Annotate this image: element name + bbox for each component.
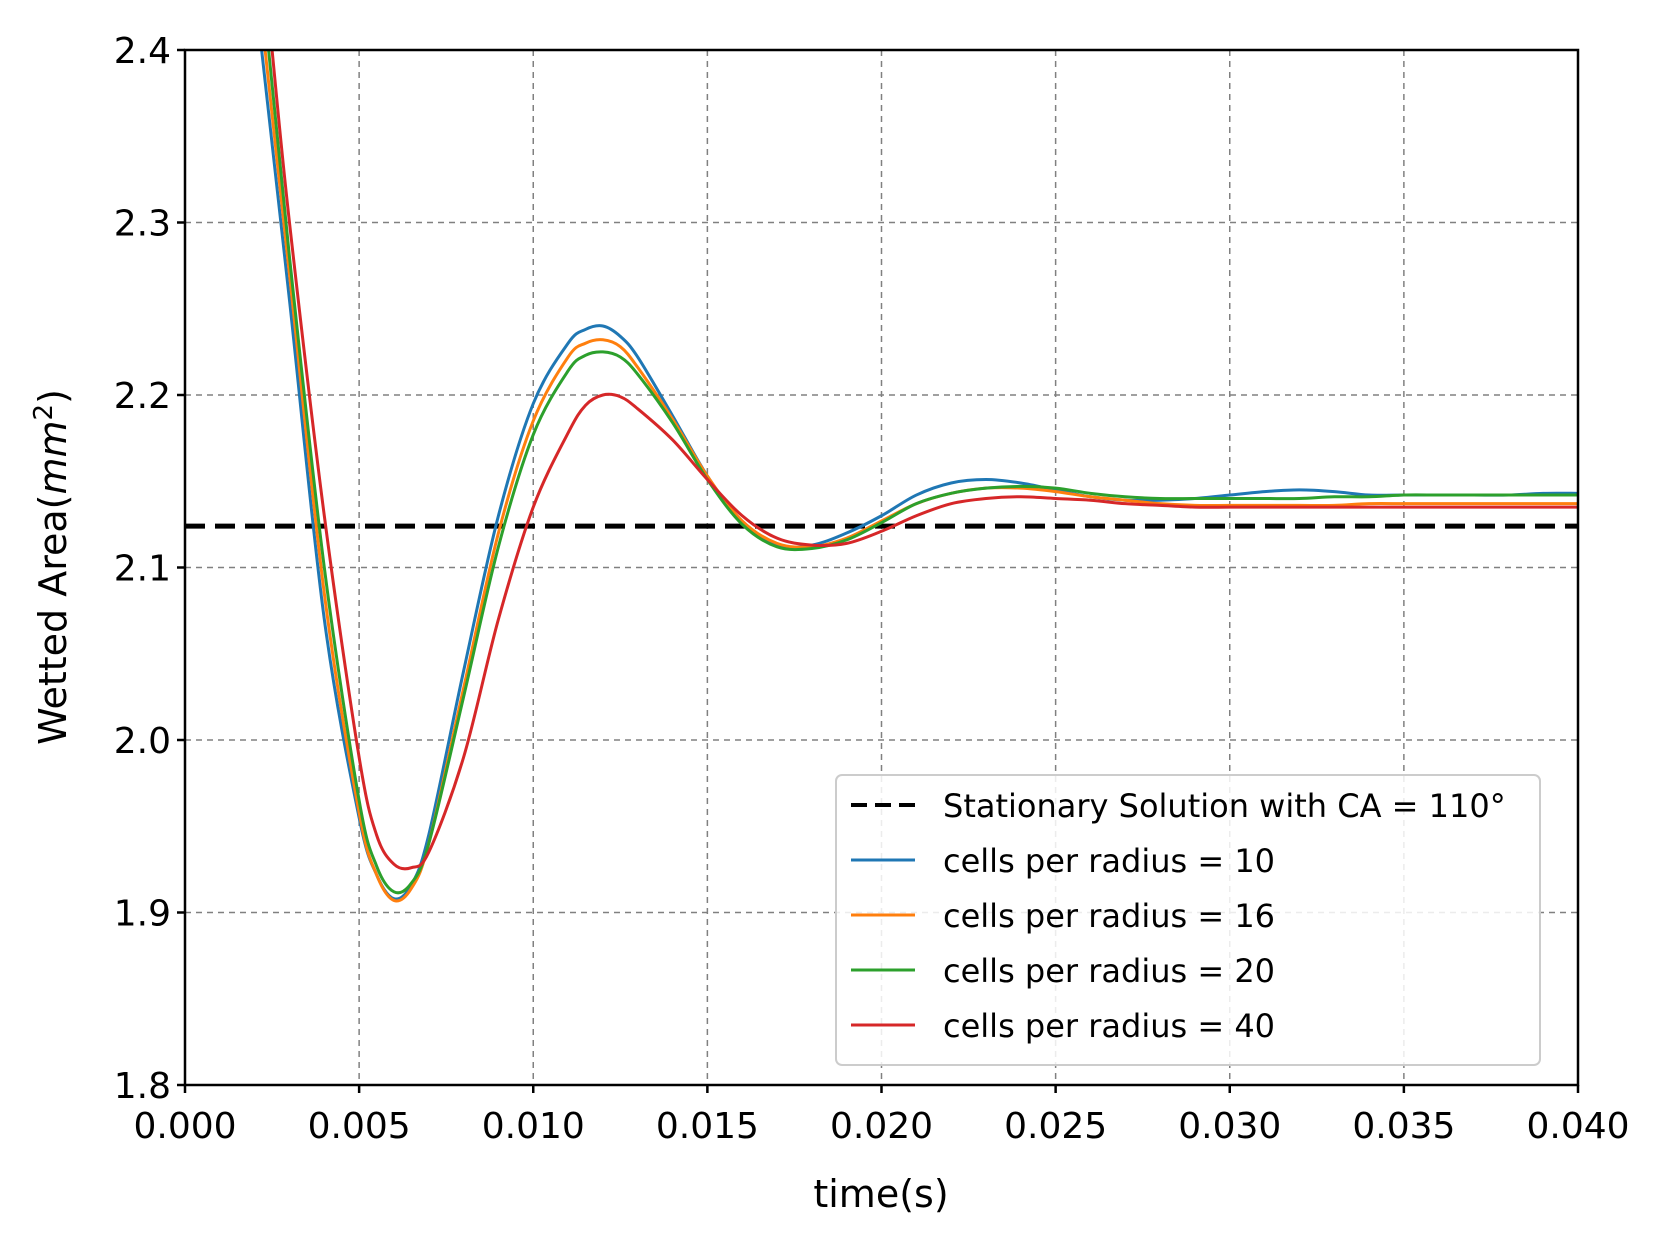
x-tick-label: 0.030	[1178, 1106, 1281, 1147]
y-tick-label: 2.1	[114, 549, 171, 590]
y-axis-ticks: 1.8 1.9 2.0 2.1 2.2 2.3 2.4	[114, 31, 185, 1107]
series-line-3	[267, 50, 1578, 895]
legend-label-reference: Stationary Solution with CA = 110°	[943, 787, 1506, 825]
legend-label-series-2: cells per radius = 16	[943, 897, 1275, 935]
series-layer	[260, 50, 1578, 903]
x-tick-label: 0.035	[1352, 1106, 1455, 1147]
y-axis-label: Wetted Area(mm2)	[29, 389, 75, 745]
y-axis-label-unit: mm	[31, 420, 75, 494]
y-tick-label: 2.4	[114, 31, 171, 72]
y-axis-label-exponent: 2	[29, 404, 59, 421]
y-axis-label-main: Wetted Area(	[31, 495, 75, 745]
x-tick-label: 0.010	[482, 1106, 585, 1147]
y-tick-label: 1.9	[114, 894, 171, 935]
y-tick-label: 2.3	[114, 204, 171, 245]
series-line-4	[270, 50, 1578, 871]
y-tick-label: 2.2	[114, 376, 171, 417]
x-tick-label: 0.000	[133, 1106, 236, 1147]
series-line-1	[260, 50, 1578, 901]
x-tick-label: 0.025	[1004, 1106, 1107, 1147]
series-line-2	[263, 50, 1578, 903]
legend-label-series-4: cells per radius = 40	[943, 1007, 1275, 1045]
legend-label-series-3: cells per radius = 20	[943, 952, 1275, 990]
legend: Stationary Solution with CA = 110° cells…	[835, 774, 1541, 1066]
y-axis-label-close: )	[31, 389, 75, 404]
legend-label-series-1: cells per radius = 10	[943, 842, 1275, 880]
legend-box	[835, 774, 1541, 1066]
y-tick-label: 2.0	[114, 721, 171, 762]
y-tick-label: 1.8	[114, 1066, 171, 1107]
x-tick-label: 0.020	[830, 1106, 933, 1147]
x-axis-ticks: 0.000 0.005 0.010 0.015 0.020 0.025 0.030 0.035…	[133, 1085, 1630, 1147]
x-axis-label: time(s)	[813, 1172, 948, 1216]
x-tick-label: 0.040	[1526, 1106, 1629, 1147]
x-tick-label: 0.015	[656, 1106, 759, 1147]
x-tick-label: 0.005	[308, 1106, 411, 1147]
